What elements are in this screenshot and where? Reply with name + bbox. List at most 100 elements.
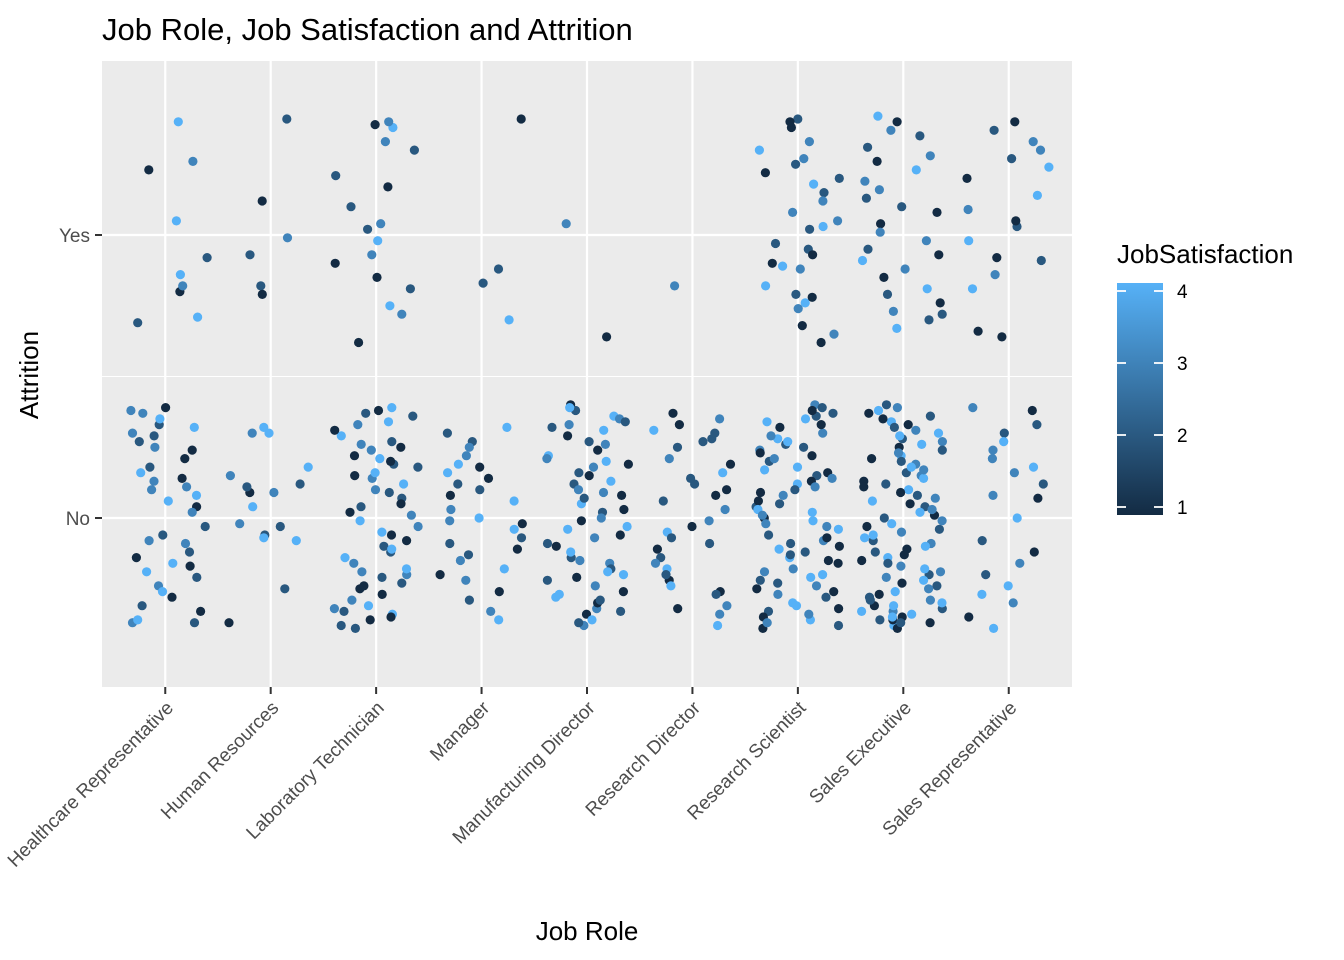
data-point [775,499,785,509]
data-point [786,538,796,549]
legend-colorbar [1117,283,1163,515]
data-point [973,326,983,336]
x-tick-label: Research Scientist [684,697,811,824]
data-point [800,547,810,557]
data-point [576,516,587,526]
data-point [819,188,829,198]
data-point [788,207,798,217]
data-point [893,448,904,458]
data-point [618,587,629,597]
data-point [896,527,907,537]
data-point [461,575,471,585]
y-tick-label: Yes [59,226,90,247]
data-point [1032,190,1042,200]
data-point [911,165,921,175]
data-point [755,487,766,498]
data-point [144,165,154,175]
data-point [823,555,834,566]
data-point [713,620,723,631]
data-point [1028,462,1039,472]
data-point [200,521,210,532]
data-point [990,270,1000,280]
data-point [572,572,582,583]
data-point [330,258,340,268]
data-point [920,541,931,551]
y-tick-label: No [66,509,90,530]
data-point [981,570,991,580]
data-point [453,459,463,469]
data-point [573,485,584,495]
data-point [925,151,935,161]
data-point [126,405,136,416]
data-point [248,502,258,512]
data-point [443,468,453,478]
data-point [245,250,255,260]
data-point [379,541,389,551]
data-point [999,437,1009,447]
data-point [788,564,798,574]
data-point [131,553,141,563]
data-point [303,462,313,472]
data-point [330,425,340,435]
data-point [509,524,519,534]
data-point [791,601,802,611]
data-point [904,485,914,495]
data-point [674,420,685,430]
data-point [225,471,235,481]
data-point [499,564,509,574]
data-point [355,516,365,526]
data-point [687,521,697,532]
data-point [905,499,915,509]
data-point [402,536,412,546]
data-point [235,519,245,529]
data-point [377,527,387,537]
data-point [773,578,783,588]
data-point [715,414,725,424]
chart-title: Job Role, Job Satisfaction and Attrition [102,12,633,47]
data-point [295,479,305,489]
data-point [384,487,394,498]
data-point [872,156,882,166]
data-point [574,468,584,478]
legend-tick-label: 2 [1177,426,1188,447]
data-point [987,454,998,464]
data-point [720,504,730,515]
data-point [783,437,793,447]
data-point [919,575,929,585]
x-tick-label: Healthcare Representative [4,698,178,872]
data-point [775,422,785,432]
data-point [366,445,376,455]
data-point [764,530,774,540]
data-point [1035,145,1046,155]
data-point [409,145,419,155]
data-point [602,332,612,342]
data-point [596,513,606,523]
data-point [705,538,715,549]
data-point [989,623,999,634]
data-point [435,570,445,580]
data-point [475,485,485,495]
data-point [353,420,363,430]
data-point [346,202,356,212]
data-point [455,555,465,566]
data-point [168,558,178,568]
data-point [864,408,874,418]
data-point [673,604,683,614]
data-point [145,462,155,472]
data-point [668,408,678,418]
data-point [932,581,942,591]
data-point [372,272,382,282]
data-point [754,145,765,155]
data-point [878,414,888,424]
data-point [180,538,191,549]
data-point [370,485,381,495]
data-point [822,533,832,543]
data-point [778,490,788,500]
data-point [889,601,899,611]
data-point [930,493,940,503]
data-point [760,168,771,178]
data-point [579,493,589,503]
data-point [547,422,557,432]
data-point [189,618,200,628]
